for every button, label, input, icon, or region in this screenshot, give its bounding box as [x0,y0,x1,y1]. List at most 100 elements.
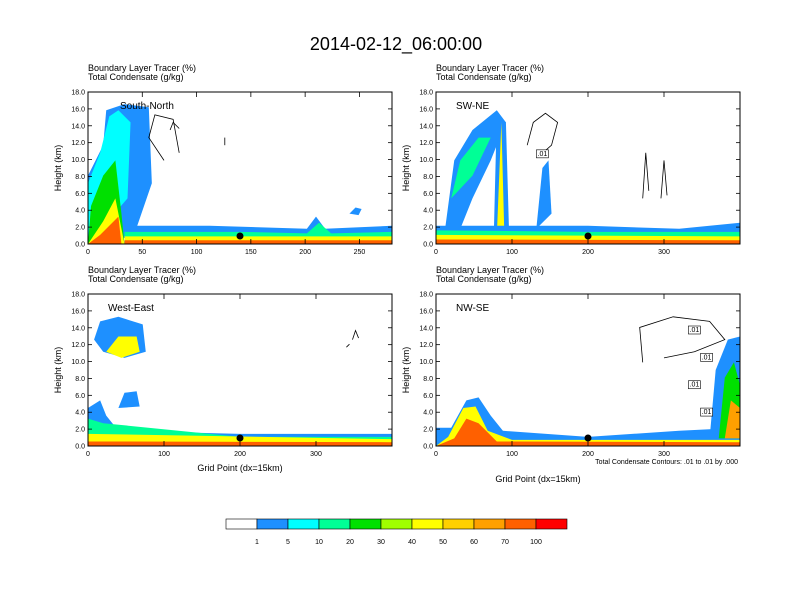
ytick-label: 16.0 [71,308,85,315]
contour-line [642,152,650,199]
colorbar-box [287,518,320,530]
contour-label-box [700,407,713,417]
colorbar-label: 1 [255,539,259,546]
colorbar-box [318,518,351,530]
panel-variable-1: Boundary Layer Tracer (%) [88,63,196,73]
shaded-region [106,336,140,358]
contour-line [660,160,668,199]
panel-field [436,110,740,244]
location-marker [584,434,592,442]
shaded-region [536,160,552,229]
contour-label-box [536,149,549,159]
ylabel: Height (km) [401,347,411,394]
ytick-label: 8.0 [423,174,433,181]
ytick-label: 16.0 [419,308,433,315]
panel-name: West-East [108,303,154,314]
colorbar-box [349,518,382,530]
colorbar-box [411,518,444,530]
contour-line [148,114,180,161]
panel-field [436,316,740,446]
colorbar-label: 5 [286,539,290,546]
ytick-label: 14.0 [419,325,433,332]
contour-note: Total Condensate Contours: .01 to .01 by… [595,459,738,466]
shaded-region [436,418,740,446]
panel-name: SW-NE [456,101,489,112]
ytick-label: 18.0 [419,292,433,299]
panels: Boundary Layer Tracer (%)Total Condensat… [53,63,741,458]
panel-variable-1: Boundary Layer Tracer (%) [436,63,544,73]
ytick-label: 8.0 [75,174,85,181]
colorbar-label: 100 [530,539,542,546]
contour-line [352,329,359,340]
shaded-region [451,137,491,199]
ytick-label: 4.0 [423,410,433,417]
colorbar-label: 40 [408,539,416,546]
ylabel: Height (km) [53,347,63,394]
ytick-label: 2.0 [75,427,85,434]
ytick-label: 2.0 [423,225,433,232]
ytick-label: 18.0 [71,292,85,299]
ytick-label: 0.0 [75,444,85,451]
ytick-label: 10.0 [71,359,85,366]
colorbar-label: 30 [377,539,385,546]
ytick-label: 4.0 [75,410,85,417]
xtick-label: 200 [299,249,311,256]
xtick-label: 100 [191,249,203,256]
panel-frame [87,293,393,447]
panel-4: Boundary Layer Tracer (%)Total Condensat… [401,265,741,458]
contour-line [526,112,559,157]
ytick-label: 16.0 [419,106,433,113]
panel-variable-2: Total Condensate (g/kg) [88,274,184,284]
colorbar-label: 50 [439,539,447,546]
colorbar-box [504,518,537,530]
ytick-label: 18.0 [71,90,85,97]
contour-line [346,343,350,348]
xtick-label: 150 [245,249,257,256]
colorbar-label: 70 [501,539,509,546]
xlabel-right: Grid Point (dx=15km) [495,474,580,484]
xtick-label: 0 [434,451,438,458]
shaded-region [436,397,740,446]
xtick-label: 200 [234,451,246,458]
contour-label-box [700,353,713,362]
xtick-label: 300 [658,249,670,256]
ytick-label: 0.0 [423,444,433,451]
location-marker [236,434,244,442]
ytick-label: 12.0 [71,140,85,147]
shaded-region [88,216,122,244]
colorbar-label: 60 [470,539,478,546]
xtick-label: 0 [86,451,90,458]
panel-frame [87,91,393,245]
ytick-label: 14.0 [71,123,85,130]
contour-label: .01 [702,409,712,416]
colorbar-box [535,518,568,530]
xtick-label: 100 [158,451,170,458]
panel-1: Boundary Layer Tracer (%)Total Condensat… [53,63,393,256]
ytick-label: 6.0 [75,191,85,198]
ytick-label: 6.0 [423,191,433,198]
ytick-label: 0.0 [75,242,85,249]
ytick-label: 6.0 [423,393,433,400]
location-marker [236,232,244,240]
contour-label: .01 [538,151,548,158]
colorbar-box [256,518,289,530]
colorbar: 1 5 10 20 30 40 50 60 70 100 [225,518,568,546]
contour-label: .01 [690,382,700,389]
ytick-label: 2.0 [423,427,433,434]
ytick-label: 8.0 [75,376,85,383]
panel-name: NW-SE [456,303,489,314]
ytick-label: 10.0 [419,359,433,366]
colorbar-label: 10 [315,539,323,546]
ytick-label: 12.0 [419,140,433,147]
xtick-label: 300 [310,451,322,458]
ylabel: Height (km) [401,145,411,192]
contour-label-box [688,325,701,335]
panel-variable-2: Total Condensate (g/kg) [88,72,184,82]
xtick-label: 0 [434,249,438,256]
shaded-region [496,122,505,237]
shaded-region [445,110,506,229]
panel-field [88,104,392,244]
figure-title: 2014-02-12_06:00:00 [310,34,482,55]
ytick-label: 18.0 [419,90,433,97]
ytick-label: 8.0 [423,376,433,383]
